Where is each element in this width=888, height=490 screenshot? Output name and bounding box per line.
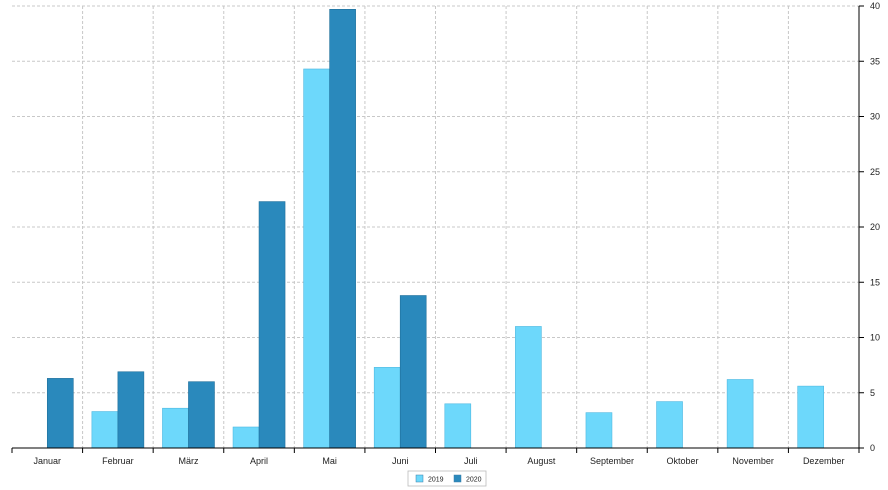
y-tick-label: 40 bbox=[870, 1, 880, 11]
y-tick-label: 10 bbox=[870, 333, 880, 343]
x-tick-label: September bbox=[590, 456, 634, 466]
x-tick-label: Dezember bbox=[803, 456, 845, 466]
legend-box bbox=[407, 470, 487, 487]
x-axis-ticks: Januar Februar März April Mai Juni Juli August S… bbox=[11, 448, 860, 466]
x-tick-label: Juli bbox=[464, 456, 478, 466]
x-tick-label: Januar bbox=[34, 456, 62, 466]
bar-2020-märz[interactable] bbox=[188, 381, 215, 449]
legend-label-2020: 2020 bbox=[466, 477, 482, 484]
x-tick-label: August bbox=[527, 456, 556, 466]
bar-2019-april[interactable] bbox=[232, 426, 260, 449]
bars-group bbox=[46, 9, 825, 449]
y-tick-label: 35 bbox=[870, 56, 880, 66]
bar-2019-juni[interactable] bbox=[373, 367, 401, 449]
bar-2019-februar[interactable] bbox=[91, 411, 119, 449]
x-tick-label: Juni bbox=[392, 456, 409, 466]
bar-2019-oktober[interactable] bbox=[656, 401, 683, 449]
grid-lines bbox=[12, 5, 859, 448]
bar-2020-april[interactable] bbox=[258, 201, 286, 449]
legend-swatch-2019 bbox=[415, 474, 424, 483]
y-tick-label: 20 bbox=[870, 222, 880, 232]
bar-2020-januar[interactable] bbox=[46, 378, 74, 449]
bar-2020-juni[interactable] bbox=[399, 295, 427, 449]
legend-swatch-2020 bbox=[453, 474, 462, 483]
bar-2019-mai[interactable] bbox=[303, 68, 330, 449]
bar-2019-juli[interactable] bbox=[444, 403, 472, 449]
y-tick-label: 30 bbox=[870, 112, 880, 122]
bar-2019-märz[interactable] bbox=[162, 407, 189, 449]
x-tick-label: Oktober bbox=[667, 456, 699, 466]
bar-2019-dezember[interactable] bbox=[797, 385, 825, 449]
legend[interactable]: 2019 2020 bbox=[407, 470, 487, 487]
y-tick-label: 0 bbox=[870, 443, 875, 453]
x-tick-label: Mai bbox=[322, 456, 337, 466]
y-axis-ticks: 0 5 10 15 20 25 30 35 40 bbox=[859, 1, 880, 453]
bar-2019-november[interactable] bbox=[726, 379, 754, 449]
y-tick-label: 5 bbox=[870, 388, 875, 398]
x-tick-label: April bbox=[250, 456, 268, 466]
x-tick-label: November bbox=[732, 456, 774, 466]
bar-2019-august[interactable] bbox=[515, 326, 542, 449]
y-tick-label: 25 bbox=[870, 167, 880, 177]
bar-2020-mai[interactable] bbox=[329, 9, 356, 449]
legend-label-2019: 2019 bbox=[428, 477, 444, 484]
bar-2019-september[interactable] bbox=[585, 412, 613, 449]
y-tick-label: 15 bbox=[870, 277, 880, 287]
x-tick-label: März bbox=[178, 456, 198, 466]
x-tick-label: Februar bbox=[102, 456, 134, 466]
bar-2020-februar[interactable] bbox=[117, 371, 145, 449]
